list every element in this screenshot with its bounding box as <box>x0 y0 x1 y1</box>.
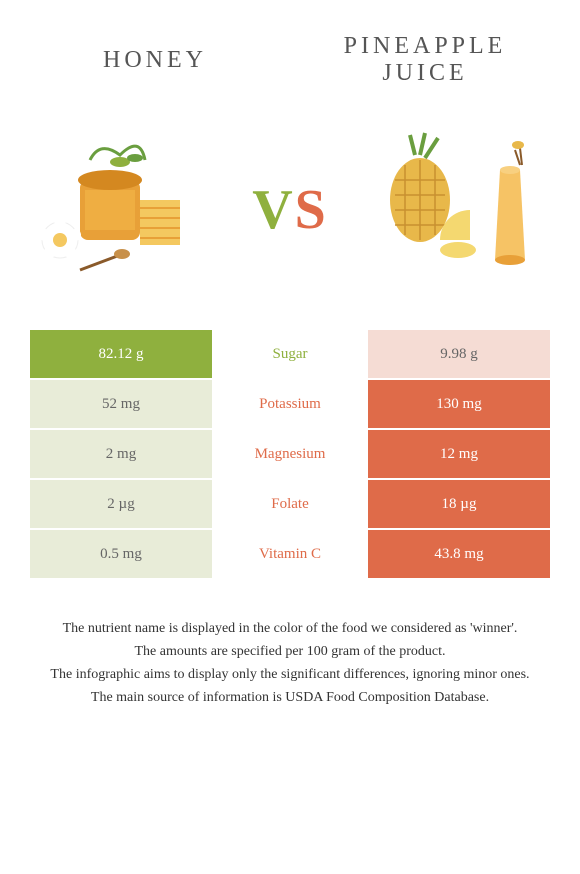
left-value: 82.12 g <box>30 330 212 378</box>
left-value: 0.5 mg <box>30 530 212 578</box>
footer-notes: The nutrient name is displayed in the co… <box>20 618 560 708</box>
table-row: 52 mgPotassium130 mg <box>30 380 550 428</box>
honey-image <box>30 130 210 290</box>
nutrient-name: Vitamin C <box>212 530 368 578</box>
comparison-table: 82.12 gSugar9.98 g52 mgPotassium130 mg2 … <box>30 330 550 578</box>
nutrient-name: Magnesium <box>212 430 368 478</box>
right-value: 18 µg <box>368 480 550 528</box>
left-value: 2 mg <box>30 430 212 478</box>
left-food-title: HONEY <box>34 47 277 74</box>
vs-label: VS <box>252 178 328 242</box>
table-row: 82.12 gSugar9.98 g <box>30 330 550 378</box>
table-row: 2 µgFolate18 µg <box>30 480 550 528</box>
nutrient-name: Sugar <box>212 330 368 378</box>
nutrient-name: Folate <box>212 480 368 528</box>
table-row: 0.5 mgVitamin C43.8 mg <box>30 530 550 578</box>
footer-line: The main source of information is USDA F… <box>30 687 550 708</box>
table-row: 2 mgMagnesium12 mg <box>30 430 550 478</box>
left-value: 2 µg <box>30 480 212 528</box>
footer-line: The infographic aims to display only the… <box>30 664 550 685</box>
footer-line: The nutrient name is displayed in the co… <box>30 618 550 639</box>
right-value: 130 mg <box>368 380 550 428</box>
nutrient-name: Potassium <box>212 380 368 428</box>
header-row: HONEY PINEAPPLE JUICE <box>20 20 560 100</box>
right-value: 12 mg <box>368 430 550 478</box>
right-value: 43.8 mg <box>368 530 550 578</box>
left-value: 52 mg <box>30 380 212 428</box>
images-row: VS <box>20 120 560 300</box>
pineapple-image <box>370 130 550 290</box>
right-food-title: PINEAPPLE JUICE <box>304 33 547 87</box>
vs-s: S <box>295 179 328 241</box>
right-value: 9.98 g <box>368 330 550 378</box>
vs-v: V <box>252 179 294 241</box>
footer-line: The amounts are specified per 100 gram o… <box>30 641 550 662</box>
